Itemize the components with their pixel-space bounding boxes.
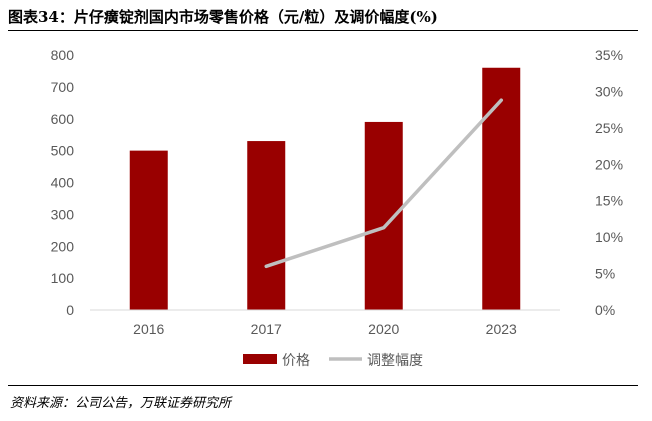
line-point-2023 xyxy=(499,98,503,102)
y-left-tick-label: 500 xyxy=(51,143,75,159)
y-right-tick-label: 15% xyxy=(595,193,623,209)
y-right-tick-label: 0% xyxy=(595,302,615,318)
y-left-tick-label: 600 xyxy=(51,111,75,127)
title-divider xyxy=(8,30,638,31)
bar-2023 xyxy=(482,67,521,310)
legend-label-adjustment: 调整幅度 xyxy=(367,352,423,368)
y-right-tick-label: 35% xyxy=(595,47,623,63)
chart-title: 图表34：片仔癀锭剂国内市场零售价格（元/粒）及调价幅度(%) xyxy=(8,8,438,26)
y-right-tick-label: 30% xyxy=(595,83,623,99)
line-point-2017 xyxy=(264,264,268,268)
y-left-tick-label: 300 xyxy=(51,206,75,222)
x-tick-label: 2023 xyxy=(486,321,517,337)
y-right-tick-label: 20% xyxy=(595,156,623,172)
x-tick-label: 2017 xyxy=(251,321,282,337)
bar-2017 xyxy=(247,141,286,310)
source-note: 资料来源：公司公告，万联证券研究所 xyxy=(10,396,232,411)
bar-2020 xyxy=(364,121,403,310)
y-right-tick-label: 5% xyxy=(595,266,615,282)
y-left-tick-label: 200 xyxy=(51,238,75,254)
y-left-tick-label: 100 xyxy=(51,270,75,286)
bar-2016 xyxy=(129,150,168,310)
y-left-tick-label: 0 xyxy=(66,302,74,318)
y-right-tick-label: 25% xyxy=(595,120,623,136)
legend-swatch-price xyxy=(243,354,277,364)
y-left-tick-label: 700 xyxy=(51,79,75,95)
source-divider xyxy=(8,385,638,386)
y-left-tick-label: 400 xyxy=(51,175,75,191)
y-right-tick-label: 10% xyxy=(595,229,623,245)
line-point-2020 xyxy=(382,226,386,230)
x-tick-label: 2020 xyxy=(368,321,399,337)
legend-label-price: 价格 xyxy=(282,352,310,368)
x-tick-label: 2016 xyxy=(133,321,164,337)
y-left-tick-label: 800 xyxy=(51,47,75,63)
